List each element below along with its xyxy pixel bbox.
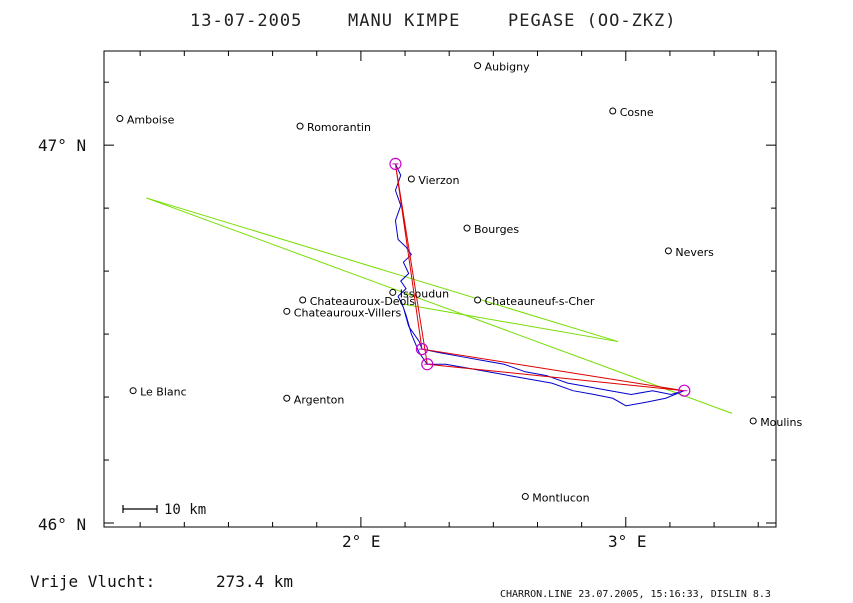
x-tick-label-2: 2° E bbox=[342, 532, 381, 551]
town-marker bbox=[474, 62, 482, 70]
flight-track bbox=[394, 163, 685, 407]
town-marker bbox=[474, 296, 482, 304]
town-marker bbox=[407, 175, 415, 183]
town-label: Le Blanc bbox=[140, 386, 187, 399]
town-marker bbox=[283, 307, 291, 315]
towns: Aubigny Amboise Cosne Romorantin Vierzon Bour… bbox=[116, 61, 802, 505]
town-label: Nevers bbox=[675, 246, 714, 259]
turnpoint-marker bbox=[421, 358, 434, 371]
y-tick-label-46: 46° N bbox=[38, 515, 86, 534]
route-line bbox=[394, 163, 685, 392]
town-marker bbox=[299, 296, 307, 304]
turnpoints bbox=[389, 157, 691, 397]
plot-frame bbox=[103, 50, 777, 528]
turnpoint-marker bbox=[415, 343, 429, 356]
turnpoint-marker bbox=[389, 157, 402, 170]
flight-route bbox=[394, 163, 685, 392]
x-tick-label-3: 3° E bbox=[608, 532, 647, 551]
scale-bar-label: 10 km bbox=[164, 502, 206, 518]
town-marker bbox=[116, 115, 124, 123]
turnpoint-marker bbox=[678, 384, 691, 397]
town-marker bbox=[463, 224, 471, 232]
town-label: Montlucon bbox=[532, 492, 589, 505]
town-label: Aubigny bbox=[485, 61, 530, 74]
green-lines bbox=[146, 197, 733, 414]
green-line bbox=[146, 197, 733, 414]
town-label: Bourges bbox=[474, 223, 519, 236]
town-label: Amboise bbox=[127, 114, 175, 127]
credit-line: CHARRON.LINE 23.07.2005, 15:16:33, DISLI… bbox=[500, 589, 771, 600]
town-marker bbox=[609, 107, 617, 115]
town-label: Moulins bbox=[760, 416, 802, 429]
title-date: 13-07-2005 bbox=[190, 11, 302, 31]
axis-ticks bbox=[104, 51, 776, 527]
town-label: Chateauroux-Villers bbox=[294, 306, 402, 319]
town-label: Romorantin bbox=[307, 121, 371, 134]
town-label: Chateauroux-Deols bbox=[310, 295, 416, 308]
title-pilot: MANU KIMPE bbox=[348, 11, 460, 31]
town-marker bbox=[296, 122, 304, 130]
green-line bbox=[400, 303, 619, 343]
town-marker bbox=[283, 394, 291, 402]
town-label: Vierzon bbox=[418, 174, 459, 187]
y-tick-label-47: 47° N bbox=[38, 136, 86, 155]
town-marker bbox=[749, 417, 757, 425]
track-line bbox=[394, 163, 685, 407]
town-marker bbox=[129, 387, 137, 395]
green-line bbox=[146, 197, 619, 343]
distance-label: Vrije Vlucht: bbox=[30, 572, 155, 591]
town-marker bbox=[664, 247, 672, 255]
distance-value: 273.4 km bbox=[216, 572, 293, 591]
town-marker bbox=[521, 493, 529, 501]
town-label: Chateauneuf-s-Cher bbox=[485, 295, 595, 308]
town-label: Cosne bbox=[620, 106, 654, 119]
town-marker bbox=[389, 288, 397, 296]
town-label: Argenton bbox=[294, 393, 345, 406]
title-glider: PEGASE (OO-ZKZ) bbox=[508, 11, 677, 31]
scale-bar: 10 km bbox=[122, 502, 206, 518]
town-label: Issoudun bbox=[400, 287, 449, 300]
